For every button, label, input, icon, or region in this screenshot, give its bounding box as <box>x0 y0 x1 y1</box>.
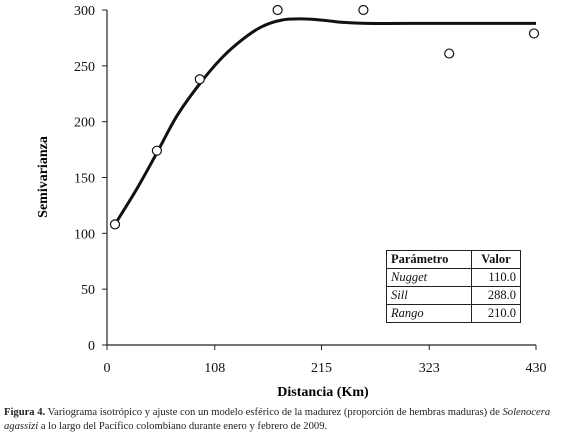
variogram-chart: 0 50 100 150 200 250 300 0 108 215 323 430 Distanci… <box>36 4 547 400</box>
data-point <box>194 74 205 85</box>
table-header-parameter: Parámetro <box>386 250 472 269</box>
y-tick-label: 150 <box>74 172 95 187</box>
axes <box>102 9 537 350</box>
table-row: Sill 288.0 <box>386 286 521 305</box>
caption-text: Variograma isotrópico y ajuste con un mo… <box>47 407 500 418</box>
param-value: 210.0 <box>471 304 521 323</box>
x-axis-label: Distancia (Km) <box>277 385 369 400</box>
y-tick-label: 250 <box>74 60 95 75</box>
data-point <box>109 219 121 230</box>
x-tick-label: 430 <box>526 361 547 376</box>
param-name: Sill <box>386 286 472 305</box>
param-name: Rango <box>386 304 472 323</box>
table-row: Rango 210.0 <box>386 304 521 323</box>
y-tick-label: 50 <box>81 283 95 298</box>
x-tick-label: 0 <box>104 361 111 376</box>
caption-label: Figura 4. <box>4 407 46 418</box>
y-tick-label: 100 <box>74 227 95 242</box>
fit-curve-layer <box>113 17 536 226</box>
data-points <box>109 4 540 230</box>
x-tick-label: 323 <box>419 361 440 376</box>
y-tick-label: 0 <box>88 339 95 354</box>
y-axis-label: Semivarianza <box>36 136 51 218</box>
spherical-fit-curve <box>113 17 536 226</box>
tick-labels: 0 50 100 150 200 250 300 0 108 215 323 430 <box>74 4 547 376</box>
caption-text-end: a lo largo del Pacífico colombiano duran… <box>40 421 328 432</box>
parameter-table: Parámetro Valor Nugget 110.0 Sill 288.0 … <box>386 250 521 323</box>
y-tick-label: 200 <box>74 116 95 131</box>
data-point <box>444 48 455 59</box>
table-header-value: Valor <box>471 250 521 269</box>
x-tick-label: 215 <box>311 361 332 376</box>
y-tick-label: 300 <box>74 4 95 19</box>
data-point <box>151 145 162 156</box>
caption-species: Solenocera agassizi <box>4 407 551 432</box>
data-point <box>358 4 369 16</box>
figure-caption: Figura 4. Variograma isotrópico y ajuste… <box>4 406 578 434</box>
table-row: Nugget 110.0 <box>386 268 521 287</box>
data-point <box>272 4 283 16</box>
param-value: 288.0 <box>471 286 521 305</box>
x-tick-label: 108 <box>204 361 225 376</box>
param-value: 110.0 <box>471 268 521 287</box>
data-point <box>528 28 540 39</box>
param-name: Nugget <box>386 268 472 287</box>
